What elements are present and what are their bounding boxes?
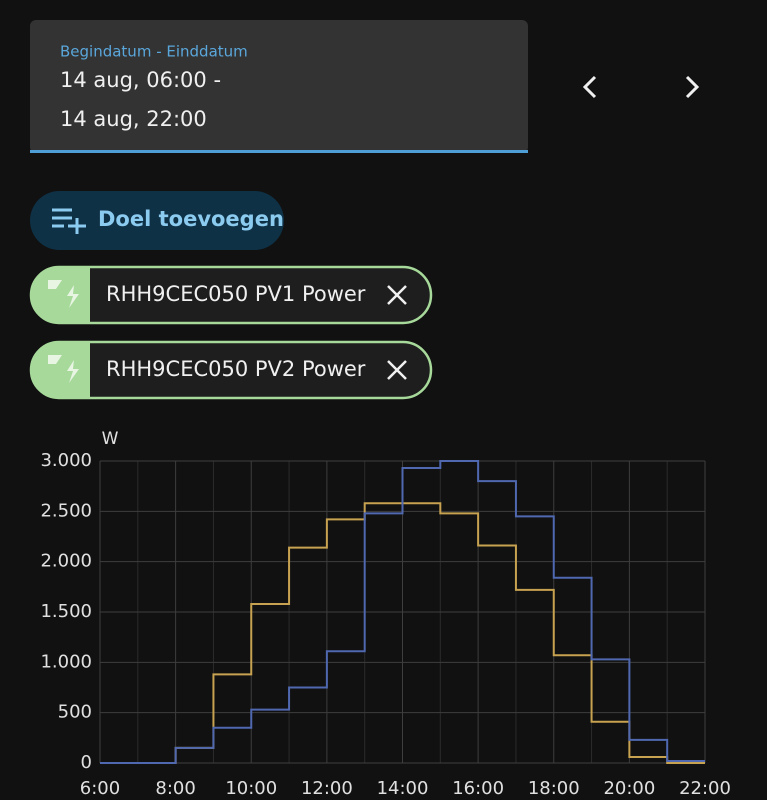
chip-label: RHH9CEC050 PV1 Power — [106, 282, 366, 306]
y-tick-label: 3.000 — [40, 450, 92, 471]
button-label: Doel toevoegen — [98, 207, 284, 231]
remove-icon[interactable] — [387, 360, 407, 380]
chart: 0 500 1.000 1.500 2.000 2.500 3.000 6:00 8:00 10:… — [40, 450, 730, 799]
y-tick-label: 0 — [81, 752, 92, 773]
chip-icon-area — [31, 267, 90, 323]
x-tick-label: 10:00 — [225, 778, 277, 799]
series-line — [100, 502, 705, 764]
y-tick-label: 500 — [58, 702, 92, 723]
y-tick-label: 2.000 — [40, 551, 92, 572]
y-tick-label: 2.500 — [40, 500, 92, 521]
y-tick-label: 1.500 — [40, 601, 92, 622]
x-tick-label: 22:00 — [679, 778, 731, 799]
prev-button[interactable] — [582, 75, 597, 99]
button-background[interactable] — [30, 191, 284, 250]
x-tick-label: 16:00 — [452, 778, 504, 799]
remove-icon[interactable] — [387, 285, 407, 305]
y-tick-label: 1.000 — [40, 651, 92, 672]
y-axis-unit: W — [102, 429, 119, 449]
chip-icon-area — [31, 342, 90, 398]
solar-icon — [48, 280, 79, 308]
date-end: 14 aug, 22:00 — [60, 107, 207, 131]
target-chip[interactable]: RHH9CEC050 PV2 Power — [29, 340, 433, 400]
x-tick-label: 20:00 — [603, 778, 655, 799]
next-button[interactable] — [685, 75, 700, 99]
series-line — [100, 460, 705, 764]
x-tick-label: 6:00 — [80, 778, 120, 799]
date-field[interactable] — [30, 20, 528, 153]
date-picker[interactable]: Begindatum - Einddatum 14 aug, 06:00 - 1… — [30, 20, 528, 153]
target-chip[interactable]: RHH9CEC050 PV1 Power — [29, 265, 433, 325]
date-field-underline — [30, 150, 528, 153]
x-tick-label: 14:00 — [377, 778, 429, 799]
x-tick-label: 18:00 — [528, 778, 580, 799]
chip-label: RHH9CEC050 PV2 Power — [106, 357, 366, 381]
add-icon — [52, 208, 86, 234]
date-start: 14 aug, 06:00 - — [60, 68, 221, 92]
date-label: Begindatum - Einddatum — [60, 43, 248, 61]
x-tick-label: 8:00 — [155, 778, 195, 799]
x-tick-label: 12:00 — [301, 778, 353, 799]
solar-icon — [48, 355, 79, 383]
add-target-button[interactable]: Doel toevoegen — [30, 191, 284, 250]
